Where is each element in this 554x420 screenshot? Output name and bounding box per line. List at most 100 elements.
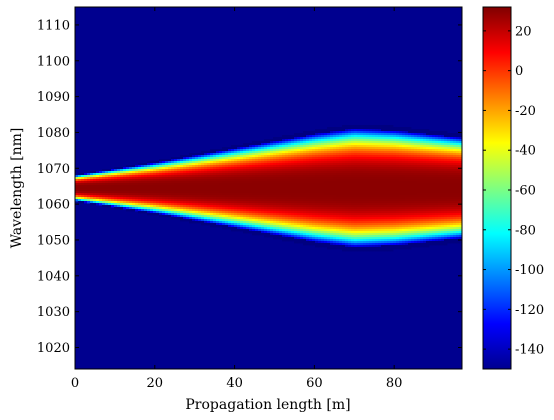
- heatmap-cell: [222, 211, 226, 214]
- heatmap-cell: [243, 165, 247, 168]
- heatmap-cell: [264, 141, 268, 144]
- heatmap-cell: [216, 151, 220, 154]
- heatmap-cell: [348, 127, 352, 130]
- heatmap-cell: [288, 209, 292, 212]
- heatmap-cell: [417, 191, 421, 194]
- heatmap-cell: [387, 223, 391, 226]
- heatmap-cell: [84, 185, 88, 188]
- heatmap-cell: [381, 245, 385, 248]
- heatmap-cell: [261, 205, 265, 208]
- heatmap-cell: [276, 191, 280, 194]
- heatmap-cell: [336, 231, 340, 234]
- heatmap-cell: [375, 203, 379, 206]
- heatmap-cell: [312, 141, 316, 144]
- heatmap-cell: [417, 157, 421, 160]
- heatmap-cell: [384, 165, 388, 168]
- heatmap-cell: [390, 185, 394, 188]
- heatmap-cell: [411, 149, 415, 152]
- heatmap-cell: [390, 177, 394, 180]
- heatmap-cell: [276, 193, 280, 196]
- heatmap-cell: [273, 189, 277, 192]
- heatmap-cell: [195, 153, 199, 156]
- heatmap-cell: [378, 167, 382, 170]
- heatmap-cell: [336, 195, 340, 198]
- heatmap-cell: [369, 181, 373, 184]
- heatmap-cell: [396, 239, 400, 242]
- heatmap-cell: [225, 211, 229, 214]
- heatmap-cell: [417, 237, 421, 240]
- heatmap-cell: [342, 243, 346, 246]
- heatmap-cell: [198, 191, 202, 194]
- heatmap-cell: [159, 195, 163, 198]
- heatmap-cell: [264, 183, 268, 186]
- heatmap-cell: [342, 153, 346, 156]
- heatmap-cell: [213, 189, 217, 192]
- heatmap-cell: [246, 217, 250, 220]
- heatmap-cell: [306, 191, 310, 194]
- heatmap-cell: [204, 189, 208, 192]
- heatmap-cell: [387, 219, 391, 222]
- heatmap-cell: [330, 217, 334, 220]
- heatmap-cell: [243, 203, 247, 206]
- heatmap-cell: [366, 151, 370, 154]
- heatmap-cell: [141, 189, 145, 192]
- heatmap-cell: [138, 165, 142, 168]
- heatmap-cell: [363, 183, 367, 186]
- heatmap-cell: [216, 207, 220, 210]
- heatmap-cell: [111, 201, 115, 204]
- heatmap-cell: [306, 231, 310, 234]
- heatmap-cell: [384, 155, 388, 158]
- heatmap-cell: [372, 141, 376, 144]
- heatmap-cell: [243, 177, 247, 180]
- heatmap-cell: [210, 167, 214, 170]
- heatmap-cell: [390, 133, 394, 136]
- heatmap-cell: [231, 213, 235, 216]
- heatmap-cell: [162, 205, 166, 208]
- heatmap-cell: [411, 201, 415, 204]
- heatmap-cell: [378, 219, 382, 222]
- heatmap-cell: [279, 189, 283, 192]
- heatmap-cell: [348, 145, 352, 148]
- heatmap-cell: [162, 181, 166, 184]
- heatmap-cell: [384, 163, 388, 166]
- heatmap-cell: [366, 205, 370, 208]
- heatmap-cell: [303, 139, 307, 142]
- heatmap-cell: [102, 183, 106, 186]
- heatmap-cell: [258, 199, 262, 202]
- heatmap-cell: [231, 175, 235, 178]
- heatmap-cell: [123, 201, 127, 204]
- heatmap-cell: [243, 163, 247, 166]
- heatmap-cell: [291, 197, 295, 200]
- heatmap-cell: [291, 157, 295, 160]
- heatmap-cell: [384, 211, 388, 214]
- heatmap-cell: [372, 137, 376, 140]
- heatmap-cell: [216, 181, 220, 184]
- heatmap-cell: [414, 209, 418, 212]
- heatmap-cell: [240, 193, 244, 196]
- heatmap-cell: [330, 201, 334, 204]
- heatmap-cell: [219, 183, 223, 186]
- heatmap-cell: [258, 161, 262, 164]
- heatmap-cell: [336, 243, 340, 246]
- heatmap-cell: [381, 149, 385, 152]
- heatmap-cell: [273, 215, 277, 218]
- heatmap-cell: [207, 203, 211, 206]
- heatmap-cell: [378, 237, 382, 240]
- heatmap-cell: [228, 169, 232, 172]
- heatmap-cell: [390, 241, 394, 244]
- heatmap-cell: [216, 197, 220, 200]
- heatmap-cell: [153, 193, 157, 196]
- heatmap-cell: [396, 213, 400, 216]
- heatmap-cell: [171, 173, 175, 176]
- heatmap-cell: [231, 179, 235, 182]
- heatmap-cell: [372, 129, 376, 132]
- heatmap-cell: [258, 195, 262, 198]
- heatmap-cell: [402, 131, 406, 134]
- heatmap-cell: [303, 243, 307, 246]
- heatmap-cell: [369, 219, 373, 222]
- heatmap-cell: [327, 131, 331, 134]
- heatmap-cell: [354, 133, 358, 136]
- heatmap-cell: [96, 195, 100, 198]
- heatmap-cell: [255, 193, 259, 196]
- heatmap-cell: [204, 195, 208, 198]
